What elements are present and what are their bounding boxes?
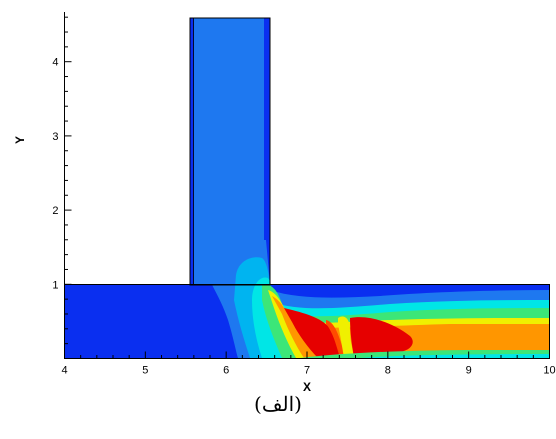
x-tick-label: 9 (466, 365, 472, 377)
yellow-wedge (338, 316, 356, 358)
branch-wall-band (190, 18, 194, 285)
y-axis-title: Y (13, 136, 27, 144)
axis-tick-labels: 4 5 6 7 8 9 10 1 2 3 4 (52, 57, 555, 377)
shear-layer-cyan2 (272, 300, 550, 318)
figure-caption: (الف) (254, 392, 302, 416)
y-tick-label: 4 (52, 57, 58, 69)
x-axis-title: X (303, 380, 311, 394)
x-tick-label: 5 (142, 365, 148, 377)
y-tick-label: 2 (52, 205, 58, 217)
x-tick-label: 6 (223, 365, 229, 377)
shear-layer-lightblue (270, 290, 550, 310)
x-tick-label: 8 (385, 365, 391, 377)
red-zone-2 (350, 317, 413, 358)
x-tick-label: 4 (61, 365, 67, 377)
jet-orange (272, 296, 318, 358)
red-zone-1 (284, 308, 342, 358)
red-zone-1-border (326, 320, 346, 358)
axis-ticks (64, 16, 550, 359)
x-tick-label: 10 (543, 365, 555, 377)
branch-right-band (264, 18, 270, 285)
wall-strip-bottom (360, 354, 550, 358)
x-tick-label: 7 (304, 365, 310, 377)
y-tick-label: 1 (52, 279, 58, 291)
y-tick-label: 3 (52, 131, 58, 143)
contour-field (64, 18, 550, 358)
